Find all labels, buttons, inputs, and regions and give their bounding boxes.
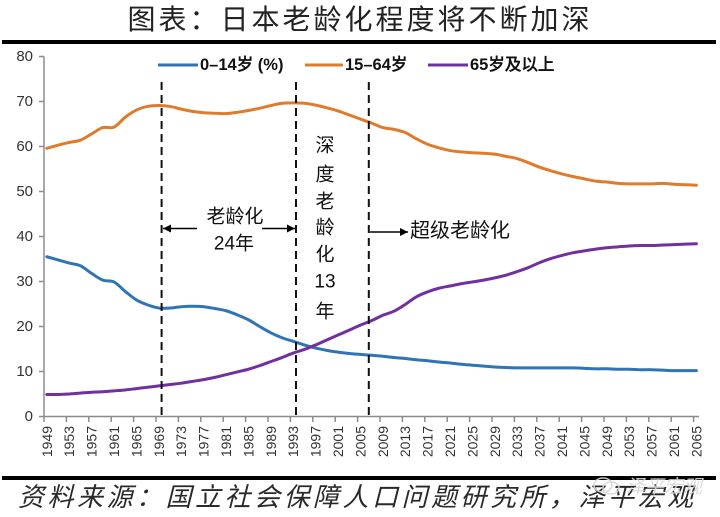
legend-item-65-plus: 65岁及以上 bbox=[428, 54, 554, 74]
x-tick-label: 2033 bbox=[509, 426, 525, 457]
annotation-deep-aging-char: 龄 bbox=[315, 217, 334, 239]
x-tick-label: 1961 bbox=[106, 426, 122, 457]
series-line-15-64 bbox=[45, 101, 698, 187]
annotation-super-aging: 超级老龄化 bbox=[370, 219, 510, 242]
x-tick-label: 2021 bbox=[442, 426, 458, 457]
series-line-65-plus bbox=[45, 242, 698, 396]
x-tick-label: 2013 bbox=[397, 426, 413, 457]
legend: 0–14岁 (%) 15–64岁 65岁及以上 bbox=[158, 54, 554, 74]
x-tick-label: 1985 bbox=[240, 426, 256, 457]
y-tick-label: 10 bbox=[16, 363, 33, 380]
x-tick-label: 2045 bbox=[576, 426, 592, 457]
y-ticks: 0 10 20 30 40 50 60 70 80 bbox=[16, 48, 44, 425]
annotation-deep-aging: 深 度 老 龄 化 13 年 bbox=[314, 135, 335, 323]
source-note: 资料来源：国立社会保障人口问题研究所，泽平宏观 bbox=[18, 483, 697, 512]
annotation-aging-label: 老龄化 bbox=[206, 206, 263, 228]
x-tick-label: 1997 bbox=[308, 426, 324, 457]
page-title: 图表：日本老龄化程度将不断加深 bbox=[127, 5, 593, 36]
x-tick-label: 2065 bbox=[688, 426, 704, 457]
watermark: 泽平宏观 bbox=[592, 472, 702, 499]
wechat-icon bbox=[592, 476, 622, 496]
legend-label-0-14: 0–14岁 (%) bbox=[200, 54, 283, 74]
x-tick-label: 2041 bbox=[554, 426, 570, 457]
x-tick-label: 2037 bbox=[532, 426, 548, 457]
legend-item-0-14: 0–14岁 (%) bbox=[158, 54, 283, 74]
x-tick-label: 2017 bbox=[420, 426, 436, 457]
y-tick-label: 40 bbox=[16, 228, 33, 245]
x-tick-label: 1953 bbox=[61, 426, 77, 457]
legend-label-15-64: 15–64岁 bbox=[345, 54, 407, 74]
legend-item-15-64: 15–64岁 bbox=[305, 54, 407, 74]
y-tick-label: 0 bbox=[25, 408, 33, 425]
y-tick-label: 80 bbox=[16, 48, 33, 65]
y-tick-label: 30 bbox=[16, 273, 33, 290]
x-tick-label: 2061 bbox=[666, 426, 682, 457]
annotation-deep-aging-char: 老 bbox=[315, 191, 334, 213]
x-tick-label: 1989 bbox=[263, 426, 279, 457]
annotation-deep-aging-char: 度 bbox=[315, 164, 334, 186]
annotation-aging: 老龄化 24年 bbox=[163, 206, 295, 255]
y-tick-label: 70 bbox=[16, 93, 33, 110]
title-divider bbox=[2, 40, 716, 44]
y-tick-label: 50 bbox=[16, 183, 33, 200]
series-line-0-14 bbox=[45, 255, 698, 373]
x-tick-label: 1981 bbox=[218, 426, 234, 457]
series-lines bbox=[45, 101, 698, 396]
x-tick-label: 1969 bbox=[151, 426, 167, 457]
x-tick-label: 2001 bbox=[330, 426, 346, 457]
x-tick-label: 1973 bbox=[173, 426, 189, 457]
legend-label-65-plus: 65岁及以上 bbox=[470, 54, 554, 74]
annotation-deep-aging-char: 年 bbox=[315, 301, 334, 323]
x-tick-label: 2005 bbox=[352, 426, 368, 457]
x-tick-label: 1993 bbox=[285, 426, 301, 457]
x-tick-label: 1957 bbox=[84, 426, 100, 457]
x-tick-label: 2009 bbox=[375, 426, 391, 457]
x-tick-label: 2049 bbox=[599, 426, 615, 457]
watermark-text: 泽平宏观 bbox=[626, 477, 703, 498]
annotation-aging-duration: 24年 bbox=[214, 233, 254, 255]
x-tick-label: 1949 bbox=[39, 426, 55, 457]
x-tick-label: 2025 bbox=[464, 426, 480, 457]
annotation-deep-aging-char: 深 bbox=[315, 135, 334, 157]
annotation-deep-aging-char: 化 bbox=[315, 244, 334, 266]
x-ticks: 1949 1953 1957 1961 1965 1969 1973 1977 1981 1985… bbox=[39, 416, 704, 457]
annotation-super-aging-label: 超级老龄化 bbox=[410, 219, 510, 242]
x-tick-label: 2057 bbox=[644, 426, 660, 457]
x-tick-label: 1965 bbox=[128, 426, 144, 457]
source-divider bbox=[2, 476, 716, 480]
x-tick-label: 1977 bbox=[196, 426, 212, 457]
reference-lines bbox=[160, 82, 370, 417]
x-tick-label: 2053 bbox=[621, 426, 637, 457]
y-tick-label: 20 bbox=[16, 318, 33, 335]
annotation-deep-aging-duration: 13 bbox=[314, 272, 335, 293]
x-tick-label: 2029 bbox=[487, 426, 503, 457]
y-tick-label: 60 bbox=[16, 138, 33, 155]
